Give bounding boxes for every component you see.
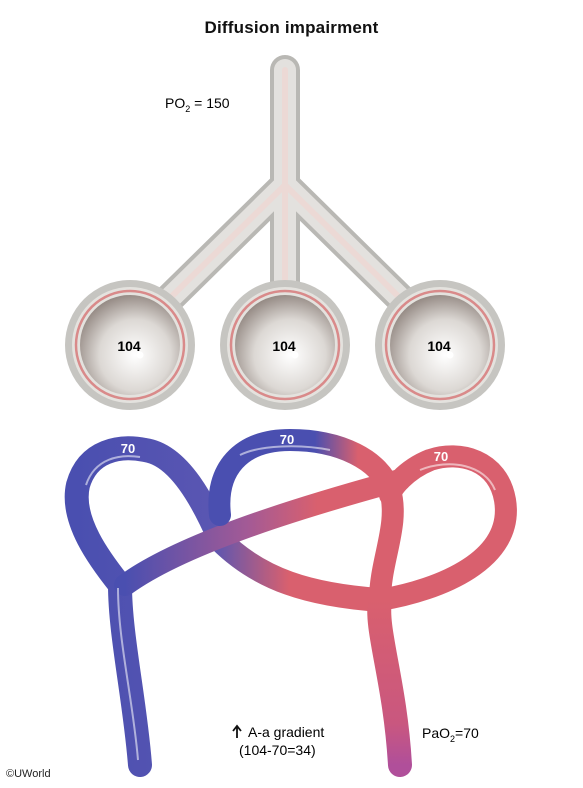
alveolus-middle-dot bbox=[291, 351, 299, 359]
alveolus-middle bbox=[220, 280, 350, 410]
capillary-value-right: 70 bbox=[434, 449, 448, 464]
alveolus-middle-value: 104 bbox=[272, 338, 296, 354]
alveolus-right bbox=[375, 280, 505, 410]
pao2-label: PaO2=70 bbox=[422, 725, 479, 744]
alveolus-left-dot bbox=[136, 351, 144, 359]
po2-label: PO2 = 150 bbox=[165, 95, 230, 114]
alveolus-left bbox=[65, 280, 195, 410]
capillary-value-left: 70 bbox=[121, 441, 135, 456]
aa-gradient-line2: (104-70=34) bbox=[239, 742, 316, 758]
alveolus-left-value: 104 bbox=[117, 338, 141, 354]
airway-tree bbox=[153, 55, 417, 315]
alveolus-right-dot bbox=[446, 351, 454, 359]
diagram-title: Diffusion impairment bbox=[204, 18, 379, 37]
up-arrow-icon bbox=[232, 724, 242, 738]
alveolus-right-value: 104 bbox=[427, 338, 451, 354]
capillary-value-middle: 70 bbox=[280, 432, 294, 447]
capillary-network bbox=[64, 428, 517, 777]
uworld-watermark: ©UWorld bbox=[6, 768, 51, 780]
aa-gradient-line1: A-a gradient bbox=[248, 724, 324, 740]
aa-gradient-annotation: A-a gradient (104-70=34) bbox=[232, 724, 324, 758]
venous-value: 40 bbox=[155, 724, 169, 739]
